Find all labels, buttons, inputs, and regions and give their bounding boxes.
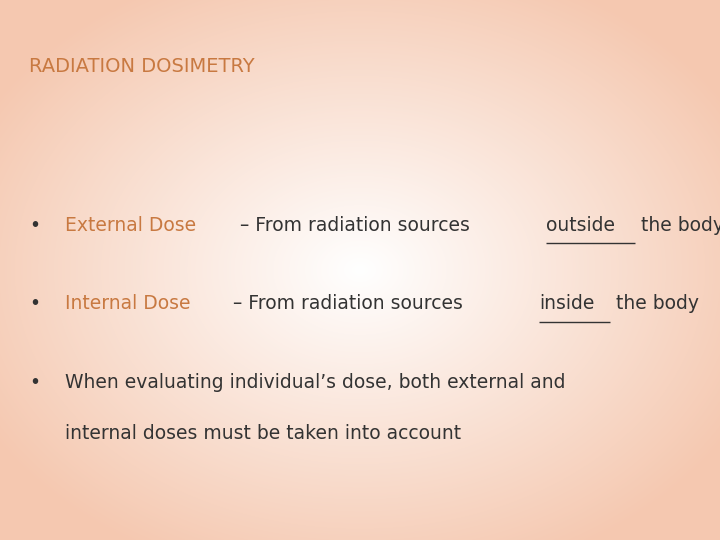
- Text: inside: inside: [539, 294, 594, 313]
- Text: •: •: [29, 373, 40, 392]
- Text: – From radiation sources: – From radiation sources: [234, 216, 476, 235]
- Text: the body: the body: [611, 294, 699, 313]
- Text: External Dose: External Dose: [65, 216, 196, 235]
- Text: – From radiation sources: – From radiation sources: [227, 294, 469, 313]
- Text: Internal Dose: Internal Dose: [65, 294, 190, 313]
- Text: the body: the body: [635, 216, 720, 235]
- Text: •: •: [29, 294, 40, 313]
- Text: internal doses must be taken into account: internal doses must be taken into accoun…: [65, 424, 461, 443]
- Text: RADIATION DOSIMETRY: RADIATION DOSIMETRY: [29, 57, 254, 76]
- Text: outside: outside: [546, 216, 615, 235]
- Text: •: •: [29, 216, 40, 235]
- Text: When evaluating individual’s dose, both external and: When evaluating individual’s dose, both …: [65, 373, 565, 392]
